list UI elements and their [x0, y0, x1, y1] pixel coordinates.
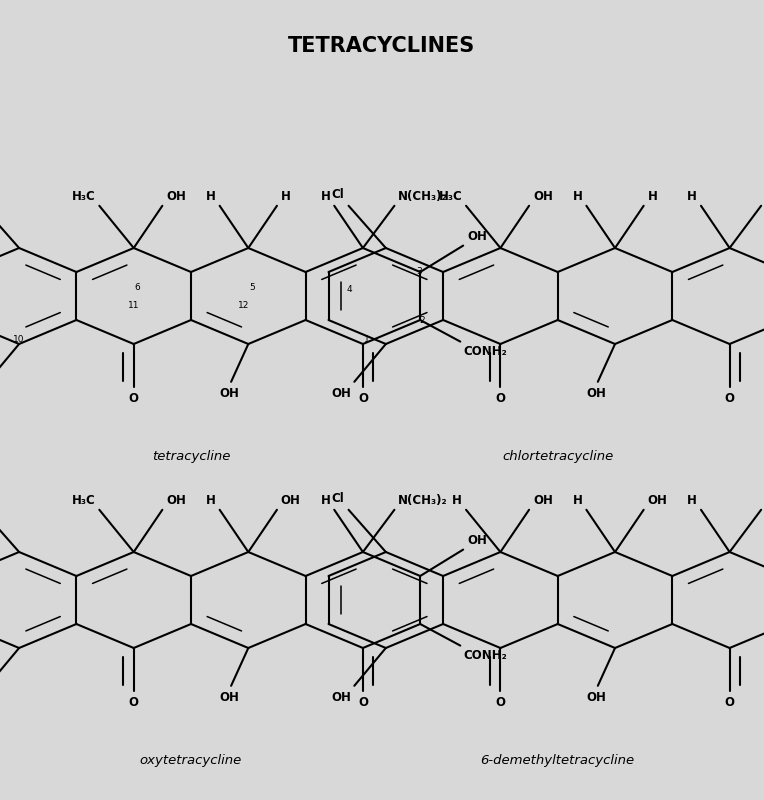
Text: N(CH₃)₂: N(CH₃)₂ — [397, 494, 447, 506]
Text: H: H — [573, 494, 582, 506]
Text: OH: OH — [167, 494, 186, 506]
Text: H₃C: H₃C — [72, 494, 96, 506]
Text: OH: OH — [586, 690, 607, 704]
Text: OH: OH — [467, 230, 487, 243]
Text: O: O — [128, 697, 139, 710]
Text: 11: 11 — [128, 301, 140, 310]
Text: H: H — [688, 494, 697, 506]
Text: H: H — [206, 190, 216, 202]
Text: O: O — [358, 393, 368, 406]
Text: 1: 1 — [364, 335, 370, 345]
Text: H: H — [452, 494, 462, 506]
Text: H: H — [281, 190, 290, 202]
Text: 6-demethyltetracycline: 6-demethyltetracycline — [481, 754, 635, 767]
Text: 2: 2 — [419, 316, 426, 326]
Text: 4: 4 — [346, 285, 352, 294]
Text: CONH₂: CONH₂ — [463, 649, 507, 662]
Text: OH: OH — [533, 494, 553, 506]
Text: CONH₂: CONH₂ — [463, 345, 507, 358]
Text: H: H — [647, 190, 657, 202]
Text: OH: OH — [467, 534, 487, 547]
Text: H: H — [321, 494, 331, 506]
Text: Cl: Cl — [332, 188, 344, 201]
Text: TETRACYCLINES: TETRACYCLINES — [288, 36, 476, 56]
Text: OH: OH — [647, 494, 668, 506]
Text: O: O — [495, 393, 506, 406]
Text: O: O — [724, 393, 735, 406]
Text: OH: OH — [332, 386, 351, 399]
Text: OH: OH — [533, 190, 553, 202]
Text: 3: 3 — [416, 267, 422, 277]
Text: 5: 5 — [249, 283, 255, 293]
Text: N(CH₃)₂: N(CH₃)₂ — [397, 190, 447, 202]
Text: OH: OH — [281, 494, 301, 506]
Text: O: O — [495, 697, 506, 710]
Text: 6: 6 — [134, 283, 141, 293]
Text: OH: OH — [332, 690, 351, 704]
Text: OH: OH — [219, 690, 240, 704]
Text: OH: OH — [219, 386, 240, 399]
Text: O: O — [128, 393, 139, 406]
Text: 10: 10 — [13, 335, 25, 345]
Text: O: O — [724, 697, 735, 710]
Text: tetracycline: tetracycline — [152, 450, 230, 463]
Text: OH: OH — [586, 386, 607, 399]
Text: oxytetracycline: oxytetracycline — [140, 754, 242, 767]
Text: H: H — [206, 494, 216, 506]
Text: H: H — [688, 190, 697, 202]
Text: Cl: Cl — [332, 492, 344, 505]
Text: O: O — [358, 697, 368, 710]
Text: H₃C: H₃C — [439, 190, 462, 202]
Text: chlortetracycline: chlortetracycline — [502, 450, 613, 463]
Text: H: H — [321, 190, 331, 202]
Text: H: H — [573, 190, 582, 202]
Text: H₃C: H₃C — [72, 190, 96, 202]
Text: 12: 12 — [238, 301, 249, 310]
Text: OH: OH — [167, 190, 186, 202]
